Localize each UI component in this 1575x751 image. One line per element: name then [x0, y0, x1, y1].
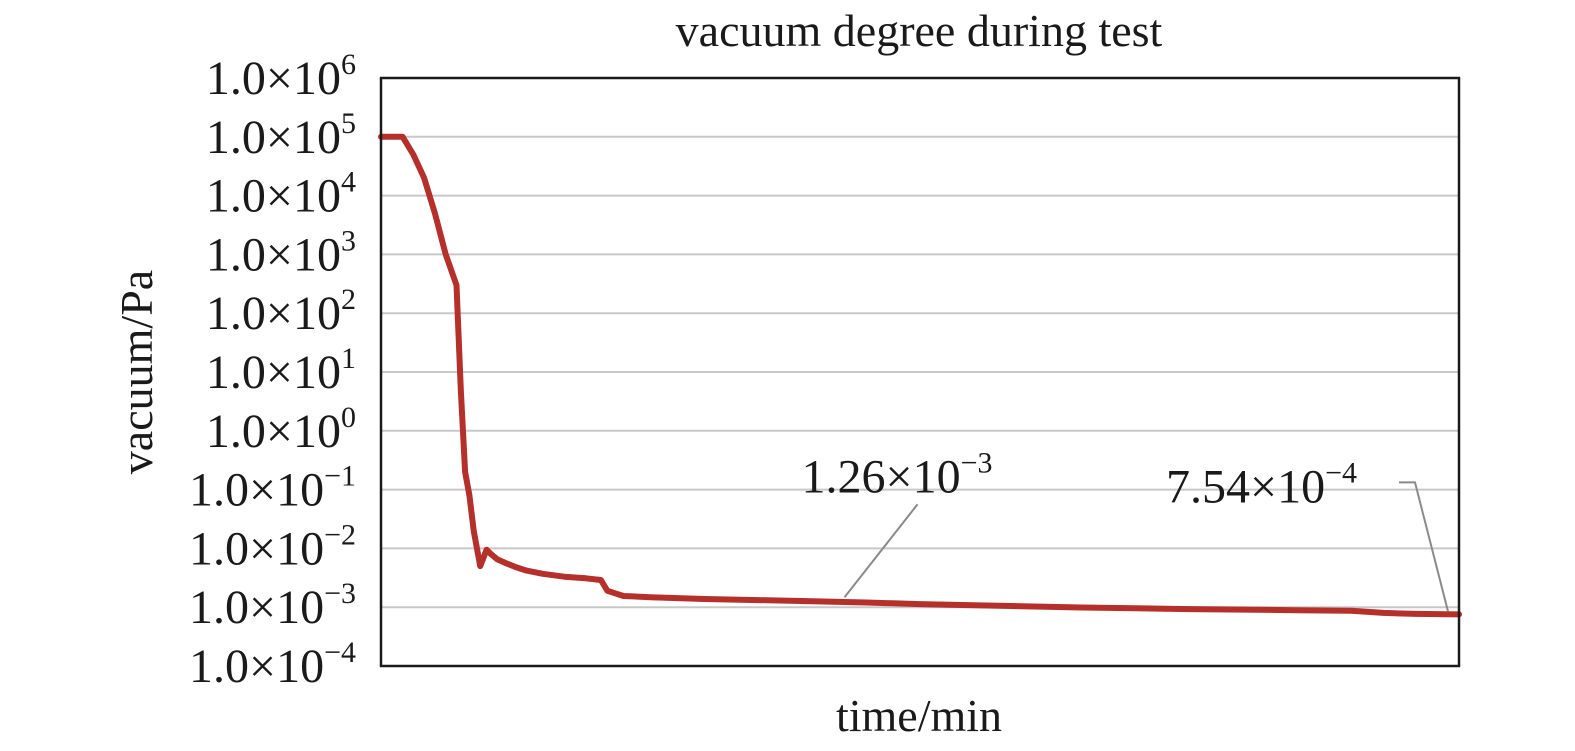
- vacuum-series-line: [378, 133, 1462, 618]
- y-tick-label: 1.0×106: [206, 48, 356, 105]
- annotations: 1.26×10−3 7.54×10−4: [802, 446, 1449, 612]
- y-tick-label: 1.0×102: [206, 283, 356, 340]
- y-tick-labels: 1.0×1061.0×1051.0×1041.0×1031.0×1021.0×1…: [189, 48, 356, 693]
- series-layer: [378, 133, 1462, 618]
- y-tick-label: 1.0×10−3: [189, 577, 356, 634]
- annotation-label: 7.54×10−4: [1166, 456, 1357, 513]
- y-tick-label: 1.0×101: [206, 342, 356, 399]
- y-tick-label: 1.0×100: [206, 401, 356, 458]
- grid-lines: [381, 135, 1459, 609]
- y-tick-label: 1.0×104: [206, 166, 356, 223]
- plot-frame: [379, 76, 1461, 668]
- y-tick-label: 1.0×10−4: [189, 636, 356, 693]
- annotation-label: 1.26×10−3: [802, 446, 993, 503]
- y-tick-label: 1.0×103: [206, 224, 356, 281]
- y-axis-title: vacuum/Pa: [111, 270, 162, 474]
- y-tick-label: 1.0×10−1: [189, 460, 356, 517]
- annotation-leader-line: [843, 503, 919, 598]
- y-tick-label: 1.0×105: [206, 107, 356, 164]
- y-tick-label: 1.0×10−2: [189, 518, 356, 575]
- annotation-leader-line: [1399, 481, 1449, 612]
- x-axis-title: time/min: [836, 690, 1002, 741]
- chart-title: vacuum degree during test: [676, 5, 1163, 56]
